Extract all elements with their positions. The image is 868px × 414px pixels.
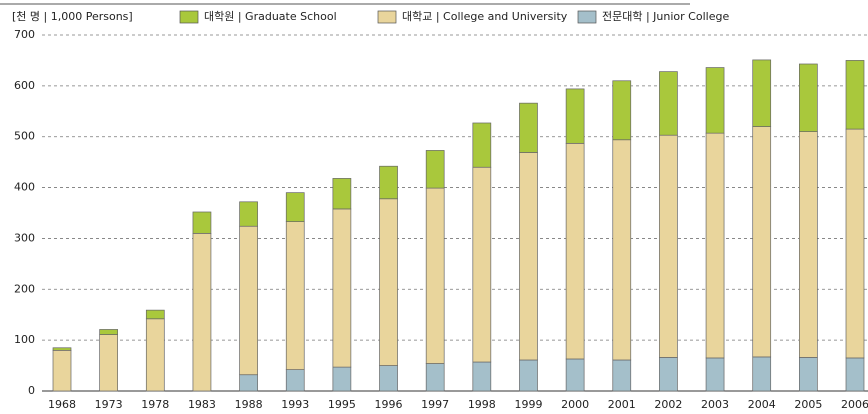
- bar-segment: [379, 198, 398, 366]
- bar-segment: [565, 88, 585, 144]
- bar-segment: [379, 165, 398, 200]
- y-tick-label: 600: [14, 79, 35, 92]
- y-tick-label: 500: [14, 130, 35, 143]
- bar-segment: [845, 128, 865, 359]
- bar-segment: [659, 134, 678, 358]
- bar-segment: [705, 67, 725, 134]
- bar-segment: [565, 142, 585, 360]
- bar-segment: [285, 192, 305, 222]
- x-tick-label: 2003: [701, 398, 729, 411]
- bar-segment: [425, 363, 445, 392]
- x-tick-label: 1983: [188, 398, 216, 411]
- x-tick-label: 1988: [235, 398, 263, 411]
- x-tick-label: 2005: [794, 398, 822, 411]
- legend-label: 대학원 | Graduate School: [204, 10, 337, 23]
- bar-segment: [99, 334, 118, 392]
- bar-segment: [519, 152, 538, 361]
- y-tick-label: 700: [14, 28, 35, 41]
- bar-segment: [145, 318, 165, 392]
- bar-segment: [52, 347, 72, 351]
- bar-segment: [519, 102, 538, 153]
- x-tick-label: 2004: [748, 398, 776, 411]
- legend-swatch: [577, 10, 597, 24]
- bar-segment: [519, 359, 538, 392]
- bar-segment: [239, 374, 258, 392]
- legend-label: 전문대학 | Junior College: [602, 10, 729, 23]
- bar-segment: [612, 359, 632, 392]
- bar-segment: [285, 369, 305, 392]
- x-tick-label: 1968: [48, 398, 76, 411]
- y-tick-label: 100: [14, 333, 35, 346]
- bar-segment: [52, 349, 72, 392]
- x-tick-label: 2002: [654, 398, 682, 411]
- x-tick-label: 2006: [841, 398, 868, 411]
- bar-segment: [659, 71, 678, 136]
- bar-segment: [145, 309, 165, 320]
- bar-segment: [612, 80, 632, 141]
- bar-segment: [379, 365, 398, 392]
- x-tick-label: 1999: [514, 398, 542, 411]
- x-tick-label: 2001: [608, 398, 636, 411]
- bar-segment: [192, 211, 212, 234]
- bar-segment: [239, 225, 258, 376]
- bar-segment: [332, 366, 352, 392]
- unit-label: [천 명 | 1,000 Persons]: [12, 9, 133, 23]
- y-tick-label: 200: [14, 282, 35, 295]
- bar-segment: [752, 59, 772, 127]
- bar-segment: [332, 178, 352, 210]
- bar-segment: [425, 187, 445, 364]
- bar-segment: [472, 122, 492, 168]
- x-tick-label: 2000: [561, 398, 589, 411]
- x-tick-label: 1998: [468, 398, 496, 411]
- x-tick-label: 1973: [95, 398, 123, 411]
- bar-segment: [285, 221, 305, 370]
- bar-segment: [845, 357, 865, 392]
- bar-segment: [239, 201, 258, 227]
- bar-segment: [192, 232, 212, 392]
- x-tick-label: 1993: [281, 398, 309, 411]
- bar-segment: [705, 132, 725, 359]
- bar-segment: [612, 139, 632, 361]
- x-tick-label: 1995: [328, 398, 356, 411]
- x-tick-label: 1996: [375, 398, 403, 411]
- y-tick-label: 0: [28, 384, 35, 397]
- bar-segment: [845, 60, 865, 130]
- bar-segment: [425, 150, 445, 189]
- bar-segment: [565, 358, 585, 392]
- x-tick-label: 1997: [421, 398, 449, 411]
- bar-segment: [799, 357, 818, 392]
- legend-label: 대학교 | College and University: [402, 10, 568, 23]
- bar-segment: [705, 357, 725, 392]
- legend-swatch: [377, 10, 397, 24]
- y-tick-label: 400: [14, 181, 35, 194]
- bar-segment: [332, 208, 352, 368]
- bar-segment: [799, 131, 818, 358]
- legend-swatch: [179, 10, 199, 24]
- bar-segment: [799, 63, 818, 132]
- bar-segment: [752, 356, 772, 392]
- y-tick-label: 300: [14, 231, 35, 244]
- x-tick-label: 1978: [141, 398, 169, 411]
- bar-segment: [472, 361, 492, 392]
- bar-segment: [99, 329, 118, 335]
- bar-segment: [752, 126, 772, 358]
- bar-segment: [659, 357, 678, 392]
- bar-segment: [472, 166, 492, 363]
